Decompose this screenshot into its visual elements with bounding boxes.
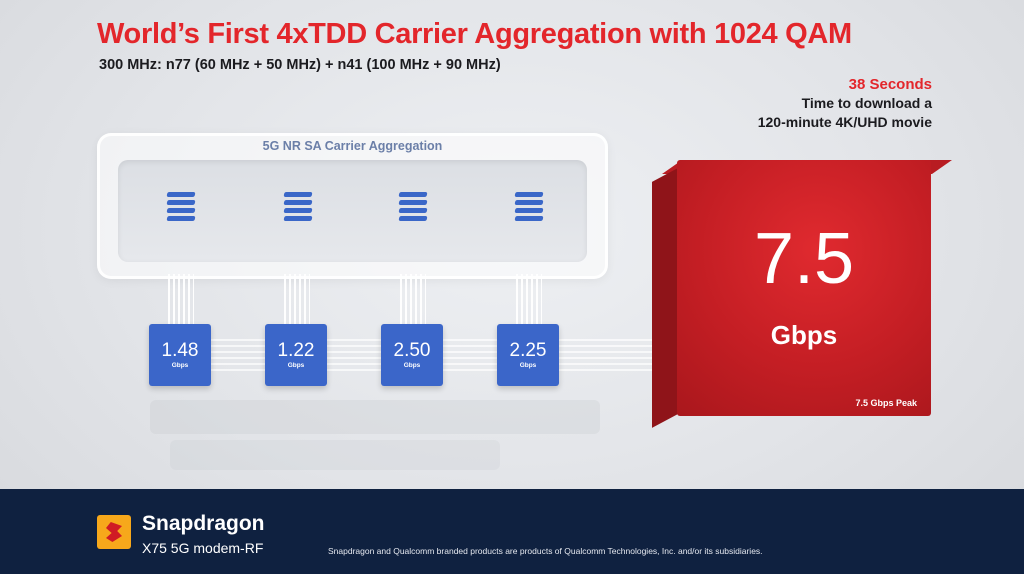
carrier-2-value: 1.22 — [277, 340, 315, 361]
total-throughput-cube: 7.5 Gbps 7.5 Gbps Peak — [677, 160, 931, 416]
download-seconds: 38 Seconds — [848, 76, 932, 93]
total-unit: Gbps — [770, 320, 838, 350]
page-title: World’s First 4xTDD Carrier Aggregation … — [97, 18, 852, 50]
carrier-1-unit: Gbps — [171, 362, 189, 369]
carrier-3-value: 2.50 — [393, 340, 431, 361]
page-subtitle: 300 MHz: n77 (60 MHz + 50 MHz) + n41 (10… — [99, 57, 501, 73]
download-stat: 38 Seconds Time to download a 120-minute… — [758, 75, 932, 132]
carrier-1-throughput: 1.48 Gbps — [149, 324, 211, 386]
total-value: 7.5 — [753, 219, 855, 299]
panel-label: 5G NR SA Carrier Aggregation — [262, 139, 443, 153]
carrier-4-unit: Gbps — [519, 362, 537, 369]
carrier-1-link — [168, 274, 194, 326]
carrier-1-value: 1.48 — [161, 340, 199, 361]
carrier-3-unit: Gbps — [403, 362, 421, 369]
reflection-shadow-lower — [170, 440, 500, 470]
download-desc-line1: Time to download a — [801, 95, 932, 111]
snapdragon-logo-icon — [97, 515, 131, 549]
total-cube-side — [652, 168, 678, 428]
panel-inner — [118, 160, 587, 262]
carrier-2-unit: Gbps — [287, 362, 305, 369]
download-desc-line2: 120-minute 4K/UHD movie — [757, 114, 932, 130]
peak-label: 7.5 Gbps Peak — [855, 398, 917, 408]
carrier-2-throughput: 1.22 Gbps — [265, 324, 327, 386]
carrier-4-throughput: 2.25 Gbps — [497, 324, 559, 386]
carrier-2-link — [284, 274, 310, 326]
carrier-4-link — [516, 274, 542, 326]
product-name: X75 5G modem-RF — [142, 540, 264, 556]
carrier-4-icon — [514, 192, 544, 224]
carrier-3-link — [400, 274, 426, 326]
carrier-2-icon — [283, 192, 313, 224]
carrier-3-throughput: 2.50 Gbps — [381, 324, 443, 386]
reflection-shadow — [150, 400, 600, 434]
legal-notice: Snapdragon and Qualcomm branded products… — [328, 546, 763, 556]
carrier-aggregation-panel: 5G NR SA Carrier Aggregation — [97, 133, 608, 279]
carrier-3-icon — [398, 192, 428, 224]
footer-bar — [0, 489, 1024, 574]
brand-name: Snapdragon — [142, 512, 265, 535]
carrier-4-value: 2.25 — [509, 340, 547, 361]
carrier-1-icon — [166, 192, 196, 224]
